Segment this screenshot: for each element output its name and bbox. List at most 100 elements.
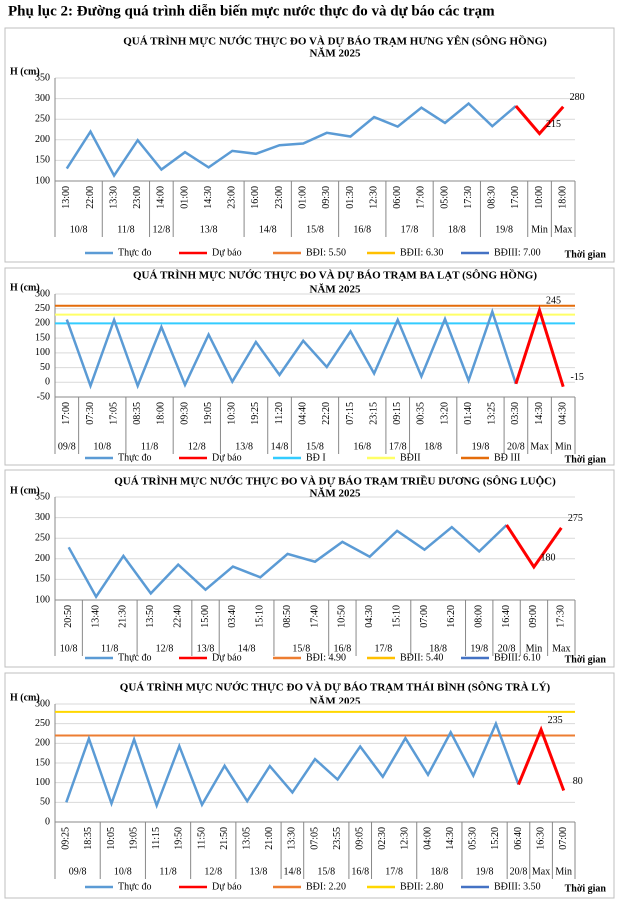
x-tick-label: 13:25: [487, 402, 498, 425]
x-tick-label: 13:50: [145, 605, 156, 628]
x-tick-label: 10:05: [106, 827, 117, 850]
x-tick-label: 08:35: [132, 402, 143, 425]
x-tick-label: 11:20: [274, 402, 285, 424]
x-tick-label: 17:05: [108, 402, 119, 425]
chart-frame: [4, 469, 615, 668]
x-tick-label: 17:00: [61, 402, 72, 425]
date-label: 20/8: [510, 866, 528, 877]
date-label: 14/8: [238, 643, 256, 654]
y-tick-label: 100: [35, 777, 50, 788]
legend-label: Thực đo: [118, 881, 151, 892]
x-tick-label: 12:30: [400, 827, 411, 850]
x-tick-label: 15:20: [490, 827, 501, 850]
date-label: 18/8: [430, 866, 448, 877]
y-tick-label: 250: [35, 303, 50, 314]
x-tick-label: 21:50: [219, 827, 230, 850]
legend-label: BĐI: 2.20: [306, 881, 346, 892]
x-tick-label: 01:30: [345, 186, 356, 209]
y-tick-label: 100: [35, 594, 50, 605]
x-tick-label: 16:40: [501, 605, 512, 628]
date-label: Max: [552, 643, 570, 654]
x-tick-label: 07:30: [85, 402, 96, 425]
y-tick-label: 200: [35, 134, 50, 145]
x-tick-label: 04:00: [422, 827, 433, 850]
x-tick-label: 03:30: [510, 402, 521, 425]
x-tick-label: 04:30: [557, 402, 568, 425]
y-tick-label: 300: [35, 93, 50, 104]
x-tick-label: 23:00: [227, 186, 238, 209]
chart-subtitle: NĂM 2025: [309, 48, 361, 60]
x-tick-label: 16:30: [535, 827, 546, 850]
date-label: 13/8: [235, 441, 253, 452]
x-tick-label: 13:00: [61, 186, 72, 209]
page-title: Phụ lục 2: Đường quá trình diễn biến mực…: [8, 3, 495, 19]
legend-label: BĐII: [400, 452, 421, 463]
date-label: 16/8: [353, 224, 371, 235]
x-tick-label: 18:00: [156, 402, 167, 425]
x-tick-label: 13:30: [287, 827, 298, 850]
date-label: Min: [555, 866, 572, 877]
y-tick-label: 200: [35, 553, 50, 564]
y-tick-label: 250: [35, 718, 50, 729]
x-tick-label: 15:10: [255, 605, 266, 628]
chart-subtitle: NĂM 2025: [309, 488, 361, 500]
chart-subtitle: NĂM 2025: [309, 696, 361, 708]
chart-title: QUÁ TRÌNH MỰC NƯỚC THỰC ĐO VÀ DỰ BÁO TRẠ…: [123, 35, 547, 48]
date-label: 20/8: [507, 441, 525, 452]
legend-label: BĐII: 6.30: [400, 247, 443, 258]
x-tick-label: 17:30: [556, 605, 567, 628]
date-label: 10/8: [70, 224, 88, 235]
x-tick-label: 08:30: [487, 186, 498, 209]
chart: QUÁ TRÌNH MỰC NƯỚC THỰC ĐO VÀ DỰ BÁO TRẠ…: [4, 267, 615, 466]
chart-title: QUÁ TRÌNH MỰC NƯỚC THỰC ĐO VÀ DỰ BÁO TRẠ…: [114, 475, 556, 488]
x-tick-label: 00:35: [416, 402, 427, 425]
date-label: 19/8: [476, 866, 494, 877]
date-label: 14/8: [271, 441, 289, 452]
series-line: [67, 524, 508, 600]
x-tick-label: 07:00: [419, 605, 430, 628]
y-tick-label: 300: [35, 512, 50, 523]
series-line: [505, 524, 563, 570]
x-tick-label: 05:30: [468, 827, 479, 850]
y-tick-label: 200: [35, 318, 50, 329]
y-tick-label: 0: [45, 377, 50, 388]
data-label: -15: [571, 372, 584, 383]
legend-label: Dự báo: [212, 452, 242, 463]
x-tick-label: 14:30: [534, 402, 545, 425]
date-label: 11/8: [141, 441, 158, 452]
date-label: 19/8: [495, 224, 513, 235]
y-tick-label: 150: [35, 155, 50, 166]
y-tick-label: 300: [35, 698, 50, 709]
x-tick-label: 09:25: [61, 827, 72, 850]
date-label: 10/8: [93, 441, 111, 452]
x-tick-label: 23:55: [332, 827, 343, 850]
x-tick-label: 09:00: [528, 605, 539, 628]
date-label: 19/8: [470, 643, 488, 654]
date-label: 19/8: [472, 441, 490, 452]
date-label: 14/8: [259, 224, 277, 235]
date-label: 14/8: [284, 866, 302, 877]
x-tick-label: 13:30: [108, 186, 119, 209]
legend-label: BĐII: 5.40: [400, 652, 443, 663]
x-tick-label: 22:20: [321, 402, 332, 425]
data-label: 280: [570, 92, 585, 103]
x-tick-label: 17:40: [309, 605, 320, 628]
legend-label: BĐIII: 7.00: [494, 247, 541, 258]
data-label: 245: [546, 295, 561, 306]
x-tick-label: 19:25: [250, 402, 261, 425]
date-label: 11/8: [117, 224, 134, 235]
legend-label: BĐI: 4.90: [306, 652, 346, 663]
y-tick-label: 150: [35, 757, 50, 768]
date-label: Max: [554, 224, 572, 235]
legend-label: Thực đo: [118, 452, 151, 463]
legend-label: Dự báo: [212, 247, 242, 258]
y-axis-title: H (cm): [10, 692, 40, 703]
x-tick-label: 10:50: [337, 605, 348, 628]
x-tick-label: 04:30: [364, 605, 375, 628]
x-tick-label: 20:50: [63, 605, 74, 628]
date-label: 18/8: [429, 643, 447, 654]
series-line: [65, 307, 518, 390]
x-tick-label: 02:30: [377, 827, 388, 850]
series-line: [514, 305, 565, 388]
